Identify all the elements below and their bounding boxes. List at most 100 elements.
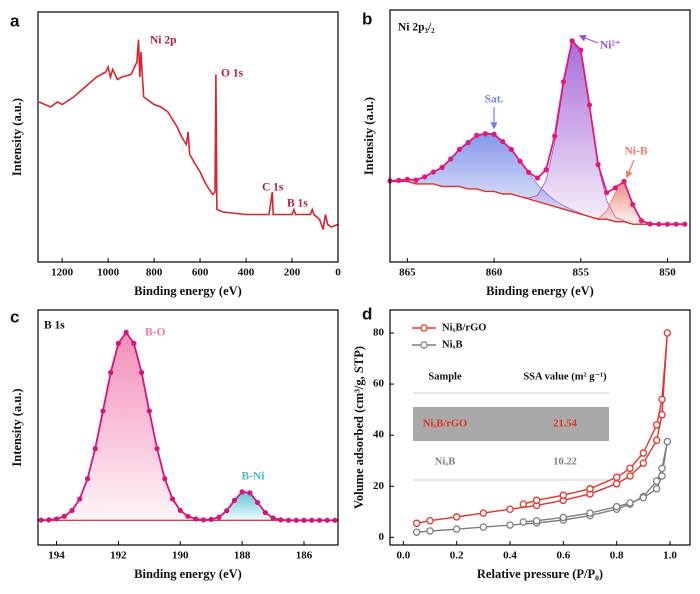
peak-label: Ni 2p xyxy=(150,35,177,47)
isotherm-point xyxy=(426,527,434,535)
component-label: Ni-B xyxy=(625,146,648,158)
envelope-point xyxy=(682,221,688,227)
y-axis-label: Intensity (a.u.) xyxy=(362,97,376,175)
isotherm-point xyxy=(652,421,661,429)
isotherm-point xyxy=(412,528,421,536)
y-tick-label: 60 xyxy=(373,378,385,390)
isotherm-point xyxy=(652,477,661,485)
isotherm-point xyxy=(658,472,666,480)
envelope-point xyxy=(439,164,445,171)
isotherm-point xyxy=(532,496,541,505)
panel: b Ni 2p₃/₂ Binding energy (eV) Intensity (a… xyxy=(362,9,691,298)
x-tick-label: 855 xyxy=(573,267,590,279)
panel-title: Ni 2p₃/₂ xyxy=(398,22,435,34)
envelope-point xyxy=(69,507,75,514)
envelope-point xyxy=(638,218,645,224)
table-header: SSA value (m² g⁻¹) xyxy=(523,371,607,382)
isotherm-point xyxy=(626,472,634,480)
envelope-point xyxy=(193,516,199,522)
isotherm-point xyxy=(586,485,594,493)
x-tick-label: 0.6 xyxy=(556,550,570,562)
envelope-point xyxy=(474,132,480,138)
x-tick-label: 0.8 xyxy=(610,550,624,562)
panel-letter: b xyxy=(362,9,372,28)
isotherm-point xyxy=(586,509,594,517)
isotherm-point xyxy=(452,513,461,521)
envelope-point xyxy=(526,169,532,175)
envelope-point xyxy=(139,369,145,376)
isotherm-point xyxy=(658,395,666,404)
envelope-point xyxy=(309,517,315,523)
envelope-point xyxy=(177,507,183,514)
x-tick-label: 1000 xyxy=(97,267,120,279)
envelope-point xyxy=(508,146,514,152)
legend-label: NiₓB xyxy=(442,339,463,350)
envelope-point xyxy=(169,496,176,502)
isotherm-point xyxy=(612,479,621,488)
envelope-point xyxy=(154,446,160,452)
envelope-point xyxy=(569,38,575,44)
y-tick-label: 40 xyxy=(373,429,385,441)
envelope-point xyxy=(38,517,44,523)
envelope-point xyxy=(123,329,129,335)
panel-title: B 1s xyxy=(44,320,65,332)
isotherm-point xyxy=(639,449,648,457)
isotherm-point xyxy=(426,516,434,525)
isotherm-point xyxy=(412,519,421,528)
panel-letter: d xyxy=(362,304,372,323)
isotherm-point xyxy=(663,437,672,446)
x-tick-label: 860 xyxy=(486,267,503,279)
y-tick-label: 80 xyxy=(373,327,385,339)
envelope-point xyxy=(162,476,168,482)
y-axis-label: Intensity (a.u.) xyxy=(10,388,24,466)
panel: a Binding energy (eV) Intensity (a.u.) 1200… xyxy=(10,11,341,298)
envelope-point xyxy=(517,158,523,164)
spectrum-line xyxy=(38,39,339,230)
envelope-point xyxy=(560,79,567,85)
x-axis-label: Binding energy (eV) xyxy=(134,284,242,298)
envelope-point xyxy=(396,177,402,183)
envelope-point xyxy=(578,47,584,53)
table-highlight xyxy=(413,407,609,441)
envelope-point xyxy=(586,102,593,108)
isotherm-point xyxy=(506,505,514,513)
x-tick-label: 194 xyxy=(48,550,65,562)
envelope-point xyxy=(185,513,191,519)
envelope-point xyxy=(534,175,540,181)
envelope-point xyxy=(413,177,419,183)
envelope-point xyxy=(630,201,636,208)
plot-frame xyxy=(389,9,691,263)
legend-marker xyxy=(420,324,428,332)
envelope-point xyxy=(200,517,207,523)
x-axis-label: Binding energy (eV) xyxy=(486,284,594,298)
isotherm-point xyxy=(626,464,634,473)
envelope-point xyxy=(422,174,428,180)
envelope-point xyxy=(239,489,245,495)
envelope-point xyxy=(146,408,152,414)
envelope-point xyxy=(332,517,338,523)
envelope-point xyxy=(612,185,619,191)
peak-label: O 1s xyxy=(221,68,244,80)
peak-label: C 1s xyxy=(262,182,284,194)
envelope-point xyxy=(53,516,60,522)
legend-marker xyxy=(420,341,428,349)
x-tick-label: 0.4 xyxy=(503,550,517,562)
envelope-point xyxy=(656,221,662,227)
x-tick-label: 1200 xyxy=(51,267,74,279)
envelope-point xyxy=(254,499,261,506)
envelope-point xyxy=(448,156,454,162)
isotherm-point xyxy=(639,459,648,468)
isotherm-point xyxy=(532,516,541,525)
envelope-point xyxy=(46,517,52,523)
envelope-point xyxy=(543,167,549,173)
x-axis-label: Binding energy (eV) xyxy=(134,567,242,581)
envelope-point xyxy=(216,514,222,520)
isotherm-point xyxy=(479,523,488,531)
envelope-point xyxy=(293,517,299,523)
isotherm-point xyxy=(479,509,488,517)
isotherm-point xyxy=(612,473,621,482)
x-tick-label: 0.0 xyxy=(396,550,410,562)
plot-frame xyxy=(37,11,339,263)
component-area xyxy=(40,331,335,521)
table-cell: 10.22 xyxy=(553,456,577,467)
